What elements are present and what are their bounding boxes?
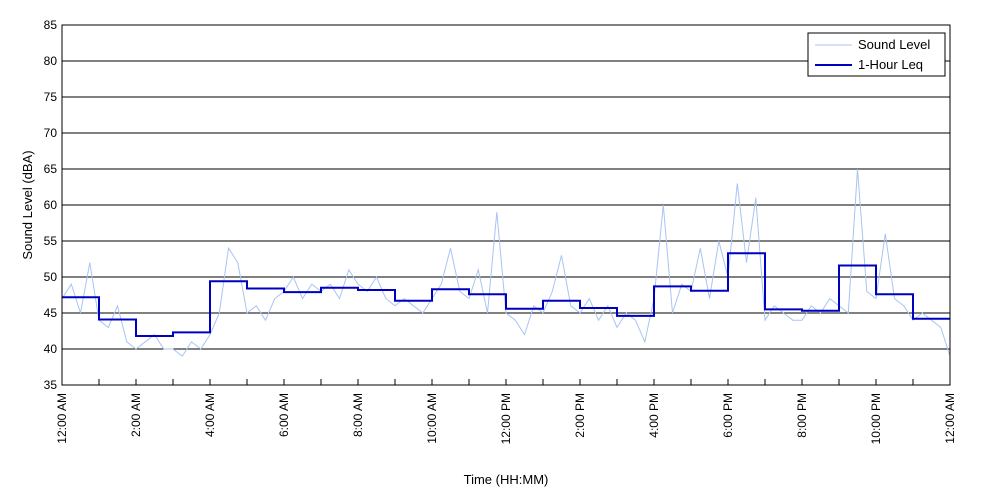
sound-level-line	[61, 168, 951, 357]
y-tick-label-85: 85	[44, 18, 58, 32]
x-tick-label-0: 12:00 AM	[55, 393, 69, 444]
x-axis-ticks: 12:00 AM 2:00 AM 4:00 AM 6:00 AM 8:00 AM 10:0…	[55, 379, 957, 444]
y-tick-label-35: 35	[44, 378, 58, 392]
x-tick-label-24: 12:00 AM	[943, 393, 957, 444]
x-tick-label-6: 6:00 AM	[277, 393, 291, 437]
series-sound-level	[61, 168, 951, 357]
x-tick-label-22: 10:00 PM	[869, 393, 883, 444]
x-tick-label-12: 12:00 PM	[499, 393, 513, 444]
x-tick-label-10: 10:00 AM	[425, 393, 439, 444]
x-tick-label-18: 6:00 PM	[721, 393, 735, 438]
y-tick-label-55: 55	[44, 234, 58, 248]
y-tick-label-50: 50	[44, 270, 58, 284]
x-tick-label-8: 8:00 AM	[351, 393, 365, 437]
y-tick-label-70: 70	[44, 126, 58, 140]
x-tick-label-14: 2:00 PM	[573, 393, 587, 438]
legend-label-sound-level: Sound Level	[858, 37, 930, 52]
leq-step-line	[62, 252, 950, 337]
x-tick-label-2: 2:00 AM	[129, 393, 143, 437]
legend: Sound Level 1-Hour Leq	[807, 32, 946, 77]
x-tick-label-4: 4:00 AM	[203, 393, 217, 437]
y-tick-label-60: 60	[44, 198, 58, 212]
y-tick-label-40: 40	[44, 342, 58, 356]
x-tick-label-16: 4:00 PM	[647, 393, 661, 438]
legend-label-1-hour-leq: 1-Hour Leq	[858, 57, 923, 72]
y-tick-label-45: 45	[44, 306, 58, 320]
x-axis-label: Time (HH:MM)	[464, 472, 549, 487]
y-tick-label-80: 80	[44, 54, 58, 68]
y-axis-label: Sound Level (dBA)	[20, 150, 35, 259]
y-tick-label-65: 65	[44, 162, 58, 176]
legend-box	[807, 32, 946, 77]
series-1-hour-leq	[62, 252, 950, 337]
y-axis-ticks: 35 40 45 50 55 60 65 70 75 80 85	[44, 18, 58, 392]
x-tick-label-20: 8:00 PM	[795, 393, 809, 438]
y-tick-label-75: 75	[44, 90, 58, 104]
